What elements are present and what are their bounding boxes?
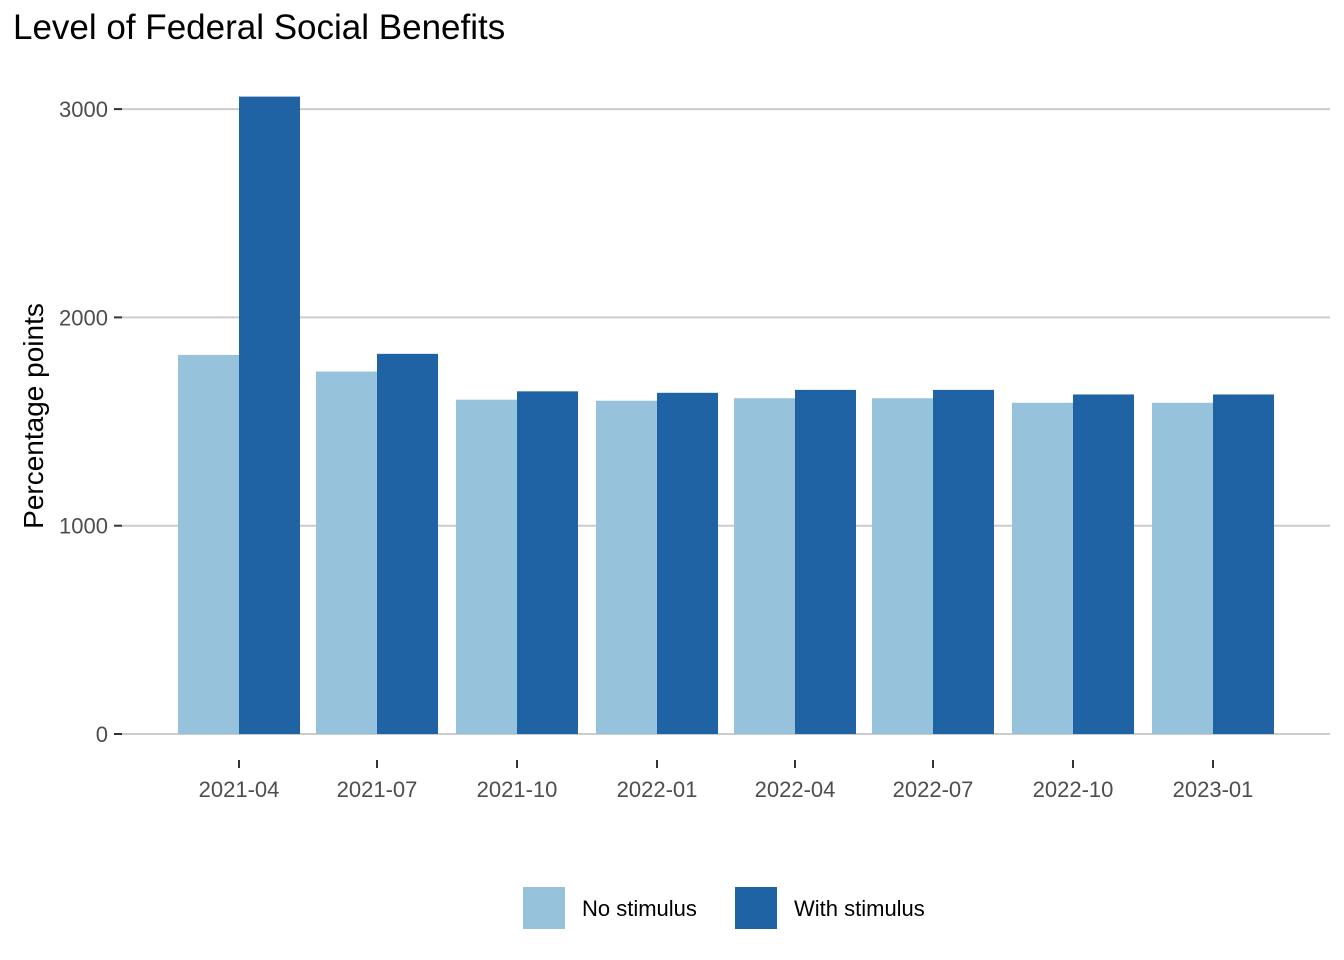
legend-key-no-stimulus — [523, 887, 565, 929]
bar-with-stimulus-2021-07 — [377, 353, 438, 734]
y-tick-label: 2000 — [59, 305, 108, 330]
bar-no-stimulus-2022-04 — [734, 398, 795, 734]
bar-no-stimulus-2022-01 — [596, 400, 657, 734]
x-tick-label: 2022-07 — [893, 777, 974, 802]
bar-with-stimulus-2022-10 — [1073, 394, 1134, 734]
bar-with-stimulus-2022-01 — [657, 392, 718, 734]
bar-no-stimulus-2023-01 — [1152, 402, 1213, 734]
y-tick-label: 1000 — [59, 514, 108, 539]
x-tick-label: 2021-04 — [199, 777, 280, 802]
x-tick-label: 2021-07 — [337, 777, 418, 802]
bar-with-stimulus-2021-10 — [517, 391, 578, 734]
x-tick-label: 2022-10 — [1033, 777, 1114, 802]
bar-no-stimulus-2021-10 — [456, 399, 517, 734]
bar-with-stimulus-2023-01 — [1213, 394, 1274, 734]
y-axis-label: Percentage points — [18, 303, 49, 529]
bar-no-stimulus-2022-10 — [1012, 402, 1073, 734]
x-tick-label: 2022-04 — [755, 777, 836, 802]
x-tick-label: 2023-01 — [1173, 777, 1254, 802]
x-tick-label: 2022-01 — [617, 777, 698, 802]
y-tick-label: 3000 — [59, 97, 108, 122]
bar-with-stimulus-2022-07 — [933, 389, 994, 734]
bar-with-stimulus-2022-04 — [795, 389, 856, 734]
legend-label-with-stimulus: With stimulus — [794, 896, 925, 921]
bar-no-stimulus-2022-07 — [872, 398, 933, 734]
y-tick-label: 0 — [96, 722, 108, 747]
bar-with-stimulus-2021-04 — [239, 96, 300, 735]
legend-label-no-stimulus: No stimulus — [582, 896, 697, 921]
bar-no-stimulus-2021-04 — [178, 354, 239, 734]
x-tick-label: 2021-10 — [477, 777, 558, 802]
chart-title: Level of Federal Social Benefits — [13, 8, 506, 47]
legend-key-with-stimulus — [735, 887, 777, 929]
bar-no-stimulus-2021-07 — [316, 371, 377, 734]
